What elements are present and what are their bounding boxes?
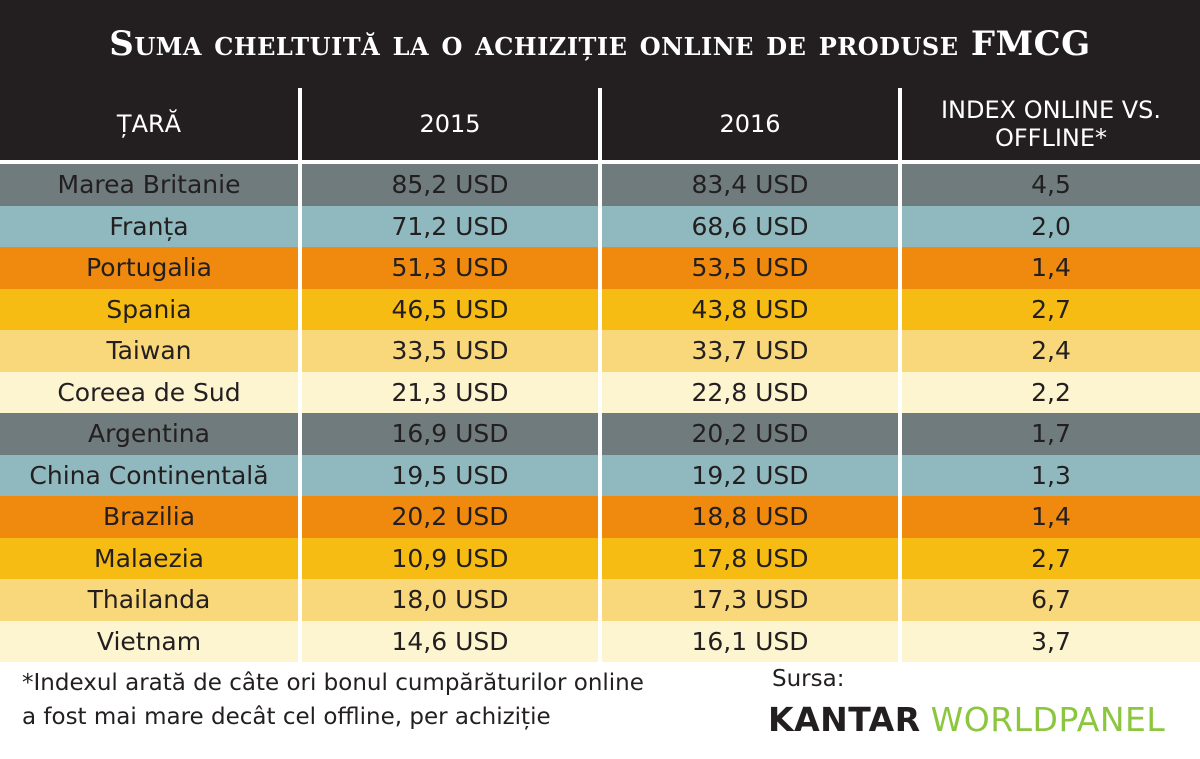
cell-2015: 46,5 USD bbox=[302, 288, 602, 330]
cell-2015: 20,2 USD bbox=[302, 496, 602, 538]
cell-index: 3,7 bbox=[902, 620, 1200, 662]
cell-country: Vietnam bbox=[0, 620, 302, 662]
cell-2015: 14,6 USD bbox=[302, 620, 602, 662]
table-header: ȚARĂ 2015 2016 INDEX ONLINE VS. OFFLINE* bbox=[0, 88, 1200, 164]
data-table: ȚARĂ 2015 2016 INDEX ONLINE VS. OFFLINE*… bbox=[0, 88, 1200, 662]
cell-index: 6,7 bbox=[902, 579, 1200, 621]
cell-index: 1,4 bbox=[902, 247, 1200, 289]
cell-index: 4,5 bbox=[902, 164, 1200, 206]
cell-2016: 83,4 USD bbox=[602, 164, 902, 206]
table-row: China Continentală 19,5 USD 19,2 USD 1,3 bbox=[0, 454, 1200, 496]
logo-worldpanel: WORLDPANEL bbox=[930, 700, 1166, 739]
cell-2015: 16,9 USD bbox=[302, 413, 602, 455]
cell-2016: 20,2 USD bbox=[602, 413, 902, 455]
table-row: Vietnam 14,6 USD 16,1 USD 3,7 bbox=[0, 620, 1200, 662]
cell-2015: 18,0 USD bbox=[302, 579, 602, 621]
cell-2016: 17,3 USD bbox=[602, 579, 902, 621]
footnote-line-2: a fost mai mare decât cel offline, per a… bbox=[22, 704, 551, 730]
table-row: Malaezia 10,9 USD 17,8 USD 2,7 bbox=[0, 537, 1200, 579]
cell-2016: 16,1 USD bbox=[602, 620, 902, 662]
cell-2015: 51,3 USD bbox=[302, 247, 602, 289]
cell-2016: 22,8 USD bbox=[602, 371, 902, 413]
table-row: Coreea de Sud 21,3 USD 22,8 USD 2,2 bbox=[0, 371, 1200, 413]
cell-2016: 18,8 USD bbox=[602, 496, 902, 538]
cell-index: 2,7 bbox=[902, 288, 1200, 330]
table-row: Argentina 16,9 USD 20,2 USD 1,7 bbox=[0, 413, 1200, 455]
header-2016: 2016 bbox=[602, 88, 902, 160]
cell-country: Thailanda bbox=[0, 579, 302, 621]
logo-kantar: KANTAR bbox=[768, 700, 921, 739]
table-row: Spania 46,5 USD 43,8 USD 2,7 bbox=[0, 288, 1200, 330]
source-label: Sursa: bbox=[772, 666, 845, 692]
table-body: Marea Britanie 85,2 USD 83,4 USD 4,5 Franța 7… bbox=[0, 164, 1200, 662]
cell-2015: 10,9 USD bbox=[302, 537, 602, 579]
cell-2015: 33,5 USD bbox=[302, 330, 602, 372]
cell-index: 1,3 bbox=[902, 454, 1200, 496]
cell-2016: 68,6 USD bbox=[602, 205, 902, 247]
cell-2016: 53,5 USD bbox=[602, 247, 902, 289]
table-row: Taiwan 33,5 USD 33,7 USD 2,4 bbox=[0, 330, 1200, 372]
cell-index: 1,7 bbox=[902, 413, 1200, 455]
cell-country: Argentina bbox=[0, 413, 302, 455]
cell-index: 2,0 bbox=[902, 205, 1200, 247]
cell-2015: 19,5 USD bbox=[302, 454, 602, 496]
cell-country: Portugalia bbox=[0, 247, 302, 289]
header-country: ȚARĂ bbox=[0, 88, 302, 160]
cell-country: Malaezia bbox=[0, 537, 302, 579]
table-row: Brazilia 20,2 USD 18,8 USD 1,4 bbox=[0, 496, 1200, 538]
cell-country: Marea Britanie bbox=[0, 164, 302, 206]
cell-2015: 85,2 USD bbox=[302, 164, 602, 206]
cell-country: China Continentală bbox=[0, 454, 302, 496]
cell-country: Brazilia bbox=[0, 496, 302, 538]
cell-country: Coreea de Sud bbox=[0, 371, 302, 413]
header-2015: 2015 bbox=[302, 88, 602, 160]
cell-2015: 21,3 USD bbox=[302, 371, 602, 413]
table-row: Franța 71,2 USD 68,6 USD 2,0 bbox=[0, 205, 1200, 247]
cell-2015: 71,2 USD bbox=[302, 205, 602, 247]
cell-2016: 43,8 USD bbox=[602, 288, 902, 330]
table-row: Marea Britanie 85,2 USD 83,4 USD 4,5 bbox=[0, 164, 1200, 206]
cell-country: Franța bbox=[0, 205, 302, 247]
cell-index: 2,7 bbox=[902, 537, 1200, 579]
cell-2016: 19,2 USD bbox=[602, 454, 902, 496]
header-index: INDEX ONLINE VS. OFFLINE* bbox=[902, 88, 1200, 160]
cell-index: 1,4 bbox=[902, 496, 1200, 538]
footnote-line-1: *Indexul arată de câte ori bonul cumpără… bbox=[22, 670, 644, 696]
table-row: Thailanda 18,0 USD 17,3 USD 6,7 bbox=[0, 579, 1200, 621]
cell-2016: 17,8 USD bbox=[602, 537, 902, 579]
cell-2016: 33,7 USD bbox=[602, 330, 902, 372]
chart-title: Suma cheltuită la o achiziție online de … bbox=[0, 0, 1200, 88]
kantar-worldpanel-logo: KANTAR WORLDPANEL bbox=[768, 700, 1165, 739]
footnote: *Indexul arată de câte ori bonul cumpără… bbox=[22, 666, 742, 734]
cell-index: 2,2 bbox=[902, 371, 1200, 413]
cell-country: Spania bbox=[0, 288, 302, 330]
table-row: Portugalia 51,3 USD 53,5 USD 1,4 bbox=[0, 247, 1200, 289]
cell-index: 2,4 bbox=[902, 330, 1200, 372]
cell-country: Taiwan bbox=[0, 330, 302, 372]
